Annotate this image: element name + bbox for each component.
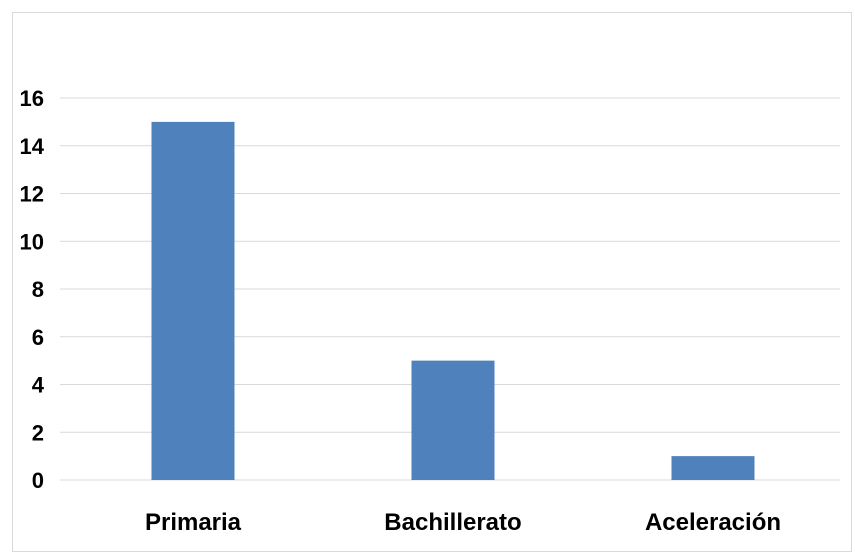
bars [151, 121, 755, 480]
y-tick-label: 0 [32, 468, 44, 493]
y-tick-label: 16 [20, 86, 44, 111]
bar-chart: 0 2 4 6 8 10 12 14 16 Primaria Bachillerato Aceler… [20, 86, 840, 536]
x-category-label: Primaria [145, 509, 242, 536]
bar-aceleración [671, 456, 755, 480]
y-tick-label: 2 [32, 420, 44, 445]
bar-primaria [151, 121, 235, 480]
y-axis-tick-labels: 0 2 4 6 8 10 12 14 16 [20, 86, 45, 493]
y-tick-label: 12 [20, 182, 44, 207]
x-category-label: Bachillerato [384, 509, 521, 536]
y-tick-label: 14 [20, 134, 45, 159]
y-tick-label: 8 [32, 277, 44, 302]
y-tick-label: 6 [32, 325, 44, 350]
y-tick-label: 10 [20, 229, 44, 254]
x-category-label: Aceleración [645, 509, 781, 536]
x-axis-category-labels: Primaria Bachillerato Aceleración [145, 509, 781, 536]
bar-bachillerato [411, 360, 495, 480]
y-tick-label: 4 [32, 373, 45, 398]
